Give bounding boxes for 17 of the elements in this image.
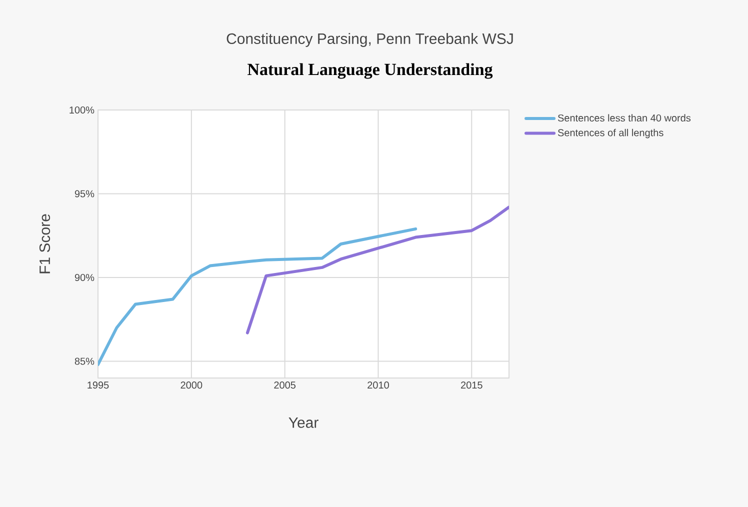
- chart-title: Constituency Parsing, Penn Treebank WSJ: [226, 32, 513, 47]
- y-tick-label: 100%: [70, 106, 94, 114]
- y-tick-label: 95%: [74, 190, 94, 198]
- x-tick-label: 2010: [368, 382, 389, 389]
- line-series: [98, 227, 418, 366]
- x-tick-label: 1995: [88, 382, 109, 389]
- legend-label: Sentences of all lengths: [558, 128, 664, 138]
- y-tick-label: 85%: [74, 358, 94, 365]
- x-tick-label: 2015: [461, 382, 482, 389]
- x-tick-label: 2005: [274, 382, 296, 389]
- y-tick-label: 90%: [74, 274, 94, 282]
- chart-subtitle: Natural Language Understanding: [248, 63, 493, 79]
- x-tick-label: 2000: [180, 382, 202, 389]
- line-series: [246, 206, 510, 334]
- y-axis-title: F1 Score: [39, 214, 50, 274]
- legend-label: Sentences less than 40 words: [558, 114, 691, 122]
- x-axis-title: Year: [288, 417, 318, 428]
